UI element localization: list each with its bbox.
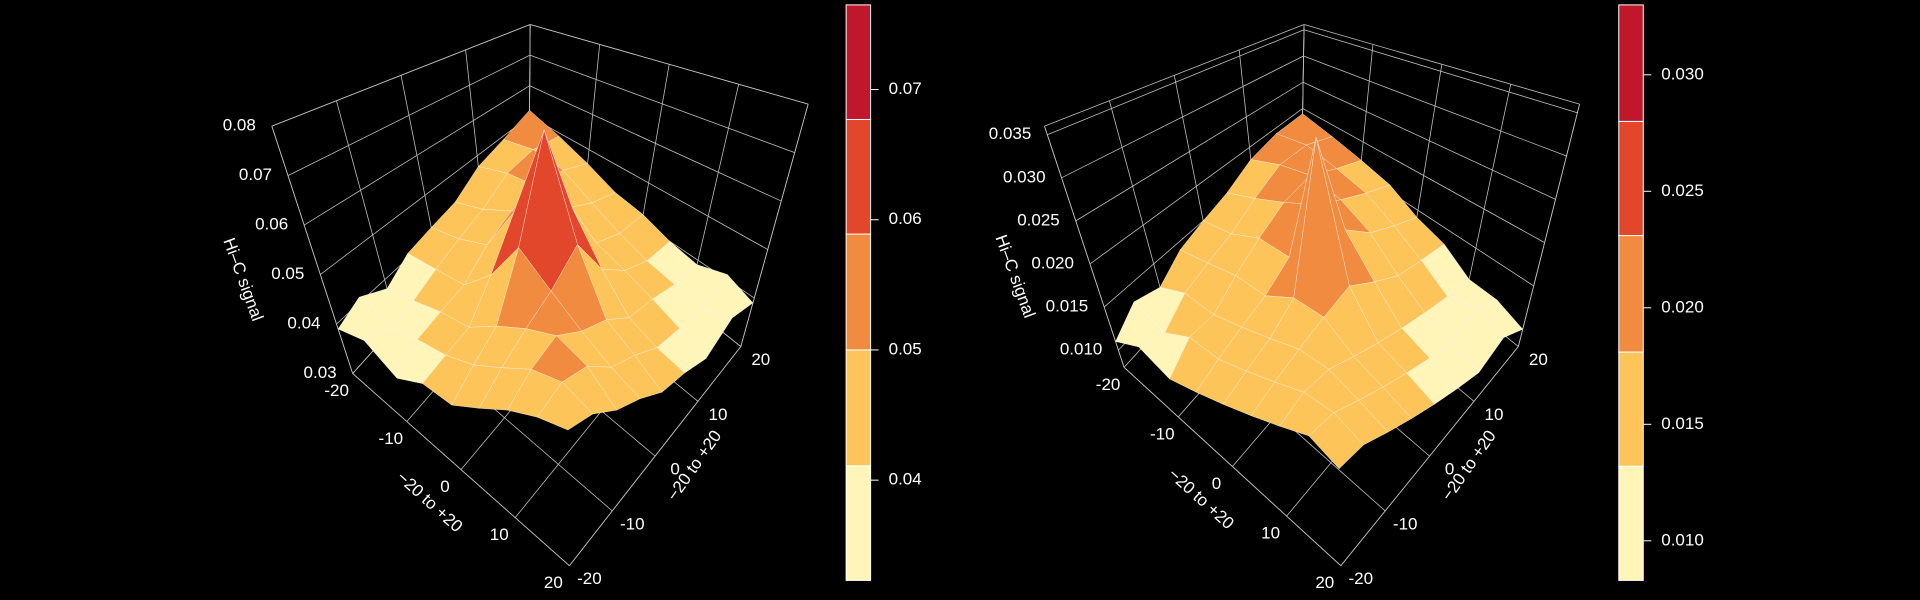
x-axis-title: −20 to +20 — [1165, 465, 1238, 534]
x-tick-label: 10 — [1261, 524, 1280, 543]
colorbar-bin — [1618, 235, 1644, 353]
x-tick-label: -20 — [1096, 375, 1121, 394]
z-tick-label: 0.025 — [1017, 210, 1060, 229]
colorbar-bin — [1618, 465, 1644, 581]
z-tick-label: 0.035 — [989, 124, 1032, 143]
z-tick-label: 0.06 — [255, 215, 288, 234]
colorbar-bin — [1618, 4, 1644, 122]
grid-line — [1109, 100, 1169, 319]
colorbar-tick-label: 0.015 — [1661, 414, 1704, 433]
x-tick-label: -10 — [1150, 424, 1175, 443]
grid-line — [271, 125, 354, 374]
z-tick-label: 0.07 — [239, 165, 272, 184]
y-tick-label: -20 — [577, 569, 602, 588]
grid-line — [530, 24, 809, 105]
z-axis-title: Hi–C signal — [219, 235, 267, 323]
grid-line — [1044, 125, 1125, 368]
colorbar-tick-label: 0.030 — [1661, 64, 1704, 83]
y-tick-label: -10 — [620, 514, 645, 533]
z-tick-label: 0.04 — [287, 313, 320, 332]
colorbar-tick-label: 0.010 — [1661, 530, 1704, 549]
colorbar-tick-label: 0.025 — [1661, 181, 1704, 200]
x-tick-label: -10 — [379, 429, 404, 448]
colorbar-bin — [1618, 120, 1644, 237]
z-tick-label: 0.05 — [271, 264, 304, 283]
box-edge — [1044, 24, 1305, 127]
y-tick-label: 0 — [1445, 460, 1454, 479]
y-tick-label: -10 — [1393, 514, 1418, 533]
grid-line — [1463, 84, 1512, 303]
z-tick-label: 0.030 — [1003, 167, 1046, 186]
z-tick-label: 0.015 — [1046, 297, 1089, 316]
grid-line — [1123, 367, 1342, 567]
z-tick-label: 0.08 — [223, 116, 256, 135]
surface-facet — [536, 381, 594, 431]
grid-line — [352, 373, 570, 567]
z-axis-title: Hi–C signal — [991, 232, 1039, 320]
x-tick-label: -20 — [324, 381, 349, 400]
colorbar-tick-label: 0.020 — [1661, 297, 1704, 316]
y-tick-label: 20 — [1529, 350, 1548, 369]
x-tick-label: 0 — [440, 477, 449, 496]
colorbar-bin — [845, 349, 872, 467]
colorbar-tick-label: 0.06 — [889, 209, 922, 228]
z-tick-label: 0.020 — [1031, 253, 1074, 272]
x-tick-label: 10 — [490, 525, 509, 544]
y-tick-label: 20 — [751, 350, 770, 369]
colorbar-tick-label: 0.07 — [889, 79, 922, 98]
x-tick-label: 20 — [1315, 573, 1334, 592]
grid-line — [1517, 103, 1580, 347]
grid-line — [336, 100, 398, 325]
grid-line — [740, 103, 809, 347]
colorbar-bin — [845, 118, 872, 235]
x-axis-title: −20 to +20 — [393, 468, 466, 537]
colorbar-bin — [845, 4, 872, 120]
z-tick-label: 0.010 — [1060, 340, 1103, 359]
colorbar-tick-label: 0.04 — [889, 470, 922, 489]
surface-facet — [1308, 412, 1365, 470]
colorbar-bin — [1618, 351, 1644, 467]
colorbar-tick-label: 0.05 — [889, 339, 922, 358]
x-tick-label: 20 — [544, 573, 563, 592]
y-tick-label: 10 — [708, 405, 727, 424]
z-tick-label: 0.03 — [304, 363, 337, 382]
y-tick-label: 10 — [1485, 405, 1504, 424]
y-tick-label: -20 — [1349, 569, 1374, 588]
x-tick-label: 0 — [1212, 474, 1221, 493]
colorbar-bin — [845, 465, 872, 581]
y-tick-label: 0 — [670, 460, 679, 479]
colorbar-bin — [845, 233, 872, 351]
